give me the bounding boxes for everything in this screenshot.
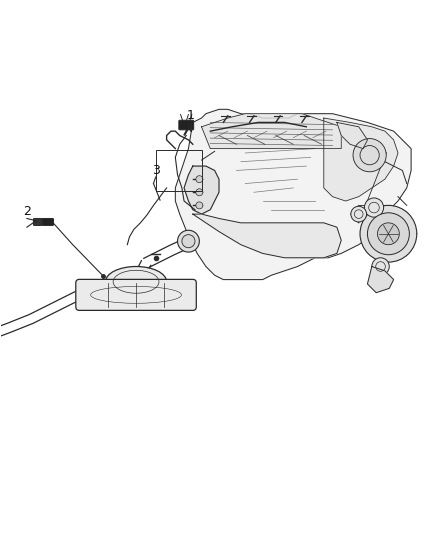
Circle shape [351, 206, 367, 222]
FancyBboxPatch shape [179, 120, 194, 130]
Polygon shape [184, 166, 219, 214]
Circle shape [196, 202, 203, 209]
Circle shape [196, 176, 203, 183]
Polygon shape [337, 123, 367, 149]
FancyBboxPatch shape [76, 279, 196, 310]
Polygon shape [201, 114, 341, 149]
Text: 3: 3 [152, 164, 159, 177]
Circle shape [372, 258, 389, 275]
Ellipse shape [106, 266, 166, 297]
Circle shape [182, 235, 195, 248]
Polygon shape [193, 214, 341, 258]
FancyBboxPatch shape [42, 219, 53, 225]
Polygon shape [175, 109, 411, 280]
Text: 1: 1 [187, 109, 194, 123]
Polygon shape [324, 118, 398, 201]
FancyBboxPatch shape [33, 219, 42, 225]
Polygon shape [367, 266, 394, 293]
Circle shape [360, 205, 417, 262]
Circle shape [364, 198, 384, 217]
Circle shape [367, 213, 410, 255]
Text: 2: 2 [23, 205, 31, 219]
Bar [155, 150, 201, 191]
Circle shape [353, 139, 386, 172]
Circle shape [196, 189, 203, 196]
Circle shape [177, 230, 199, 252]
Circle shape [378, 223, 399, 245]
